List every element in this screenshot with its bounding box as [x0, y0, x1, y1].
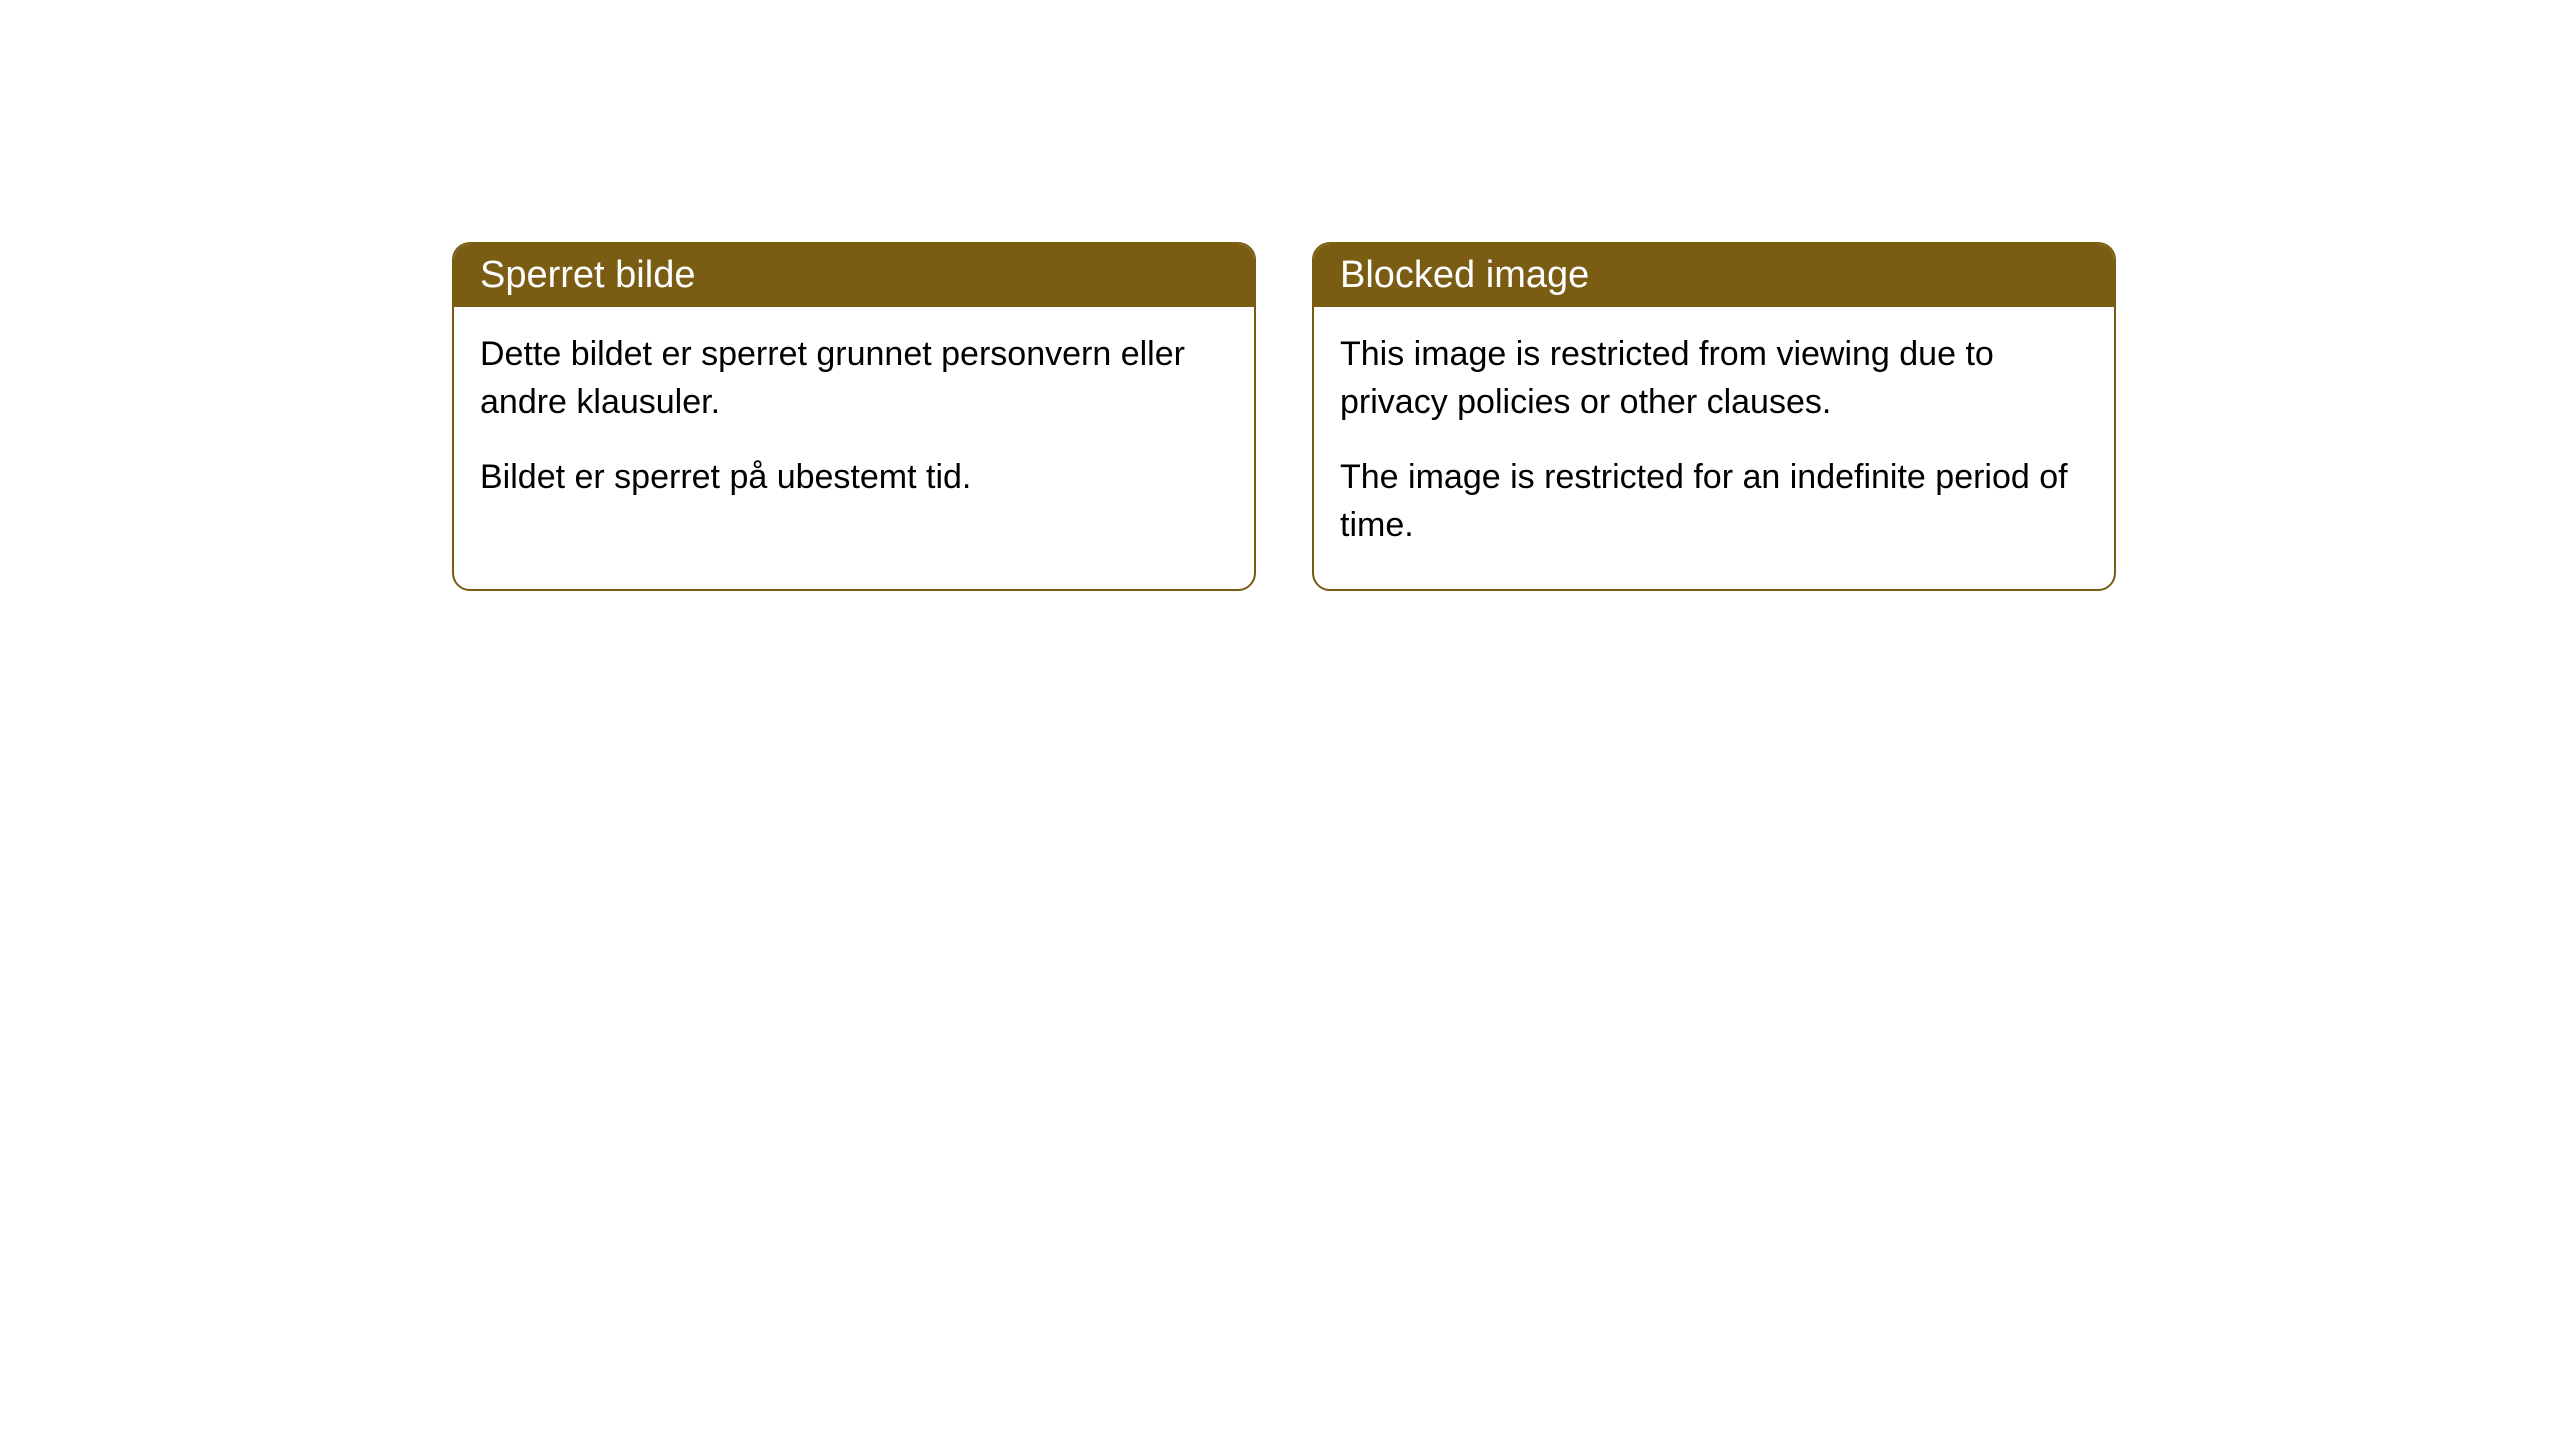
card-text-english-2: The image is restricted for an indefinit… — [1340, 454, 2088, 549]
card-norwegian: Sperret bilde Dette bildet er sperret gr… — [452, 242, 1256, 591]
card-body-norwegian: Dette bildet er sperret grunnet personve… — [454, 307, 1254, 542]
card-text-norwegian-2: Bildet er sperret på ubestemt tid. — [480, 454, 1228, 502]
card-header-norwegian: Sperret bilde — [454, 244, 1254, 307]
card-body-english: This image is restricted from viewing du… — [1314, 307, 2114, 589]
card-header-english: Blocked image — [1314, 244, 2114, 307]
card-text-english-1: This image is restricted from viewing du… — [1340, 331, 2088, 426]
card-text-norwegian-1: Dette bildet er sperret grunnet personve… — [480, 331, 1228, 426]
cards-container: Sperret bilde Dette bildet er sperret gr… — [452, 242, 2116, 591]
card-english: Blocked image This image is restricted f… — [1312, 242, 2116, 591]
